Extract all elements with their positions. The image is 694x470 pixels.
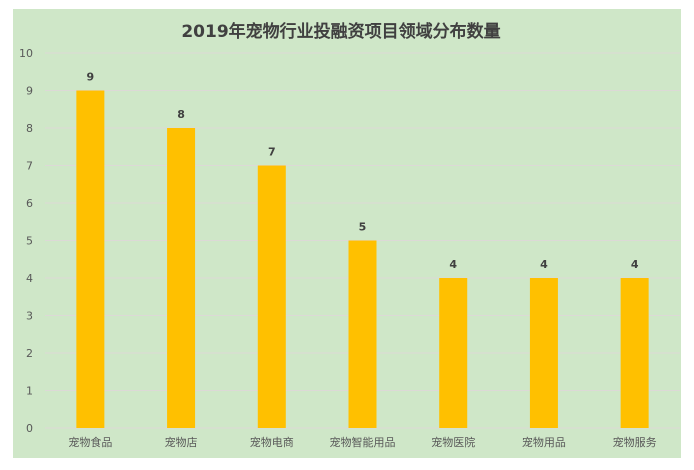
x-category-label: 宠物服务 bbox=[613, 435, 657, 449]
data-label: 4 bbox=[540, 258, 548, 271]
data-label: 7 bbox=[268, 146, 276, 159]
data-label: 5 bbox=[359, 221, 367, 234]
y-tick-label: 10 bbox=[19, 47, 33, 60]
data-label: 8 bbox=[177, 108, 185, 121]
data-labels: 9 8 7 5 4 4 4 bbox=[87, 71, 639, 272]
bars bbox=[76, 90, 649, 428]
y-tick-label: 2 bbox=[26, 347, 33, 360]
data-label: 4 bbox=[449, 258, 457, 271]
y-tick-label: 6 bbox=[26, 197, 33, 210]
y-tick-label: 4 bbox=[26, 272, 33, 285]
x-category-label: 宠物医院 bbox=[431, 435, 475, 449]
bar bbox=[529, 278, 558, 428]
bar bbox=[167, 128, 196, 428]
chart-background bbox=[13, 9, 681, 458]
x-category-label: 宠物电商 bbox=[250, 435, 294, 449]
bar bbox=[348, 240, 377, 428]
x-axis-categories: 宠物食品 宠物店 宠物电商 宠物智能用品 宠物医院 宠物用品 宠物服务 bbox=[68, 435, 656, 449]
bar bbox=[620, 278, 649, 428]
y-axis-ticks: 0 1 2 3 4 5 6 7 8 9 10 bbox=[19, 47, 33, 435]
y-tick-label: 0 bbox=[26, 422, 33, 435]
y-tick-label: 3 bbox=[26, 310, 33, 323]
bar bbox=[439, 278, 468, 428]
x-category-label: 宠物智能用品 bbox=[330, 435, 396, 449]
x-category-label: 宠物用品 bbox=[522, 435, 566, 449]
x-category-label: 宠物食品 bbox=[68, 435, 112, 449]
data-label: 4 bbox=[631, 258, 639, 271]
data-label: 9 bbox=[87, 71, 95, 84]
y-tick-label: 8 bbox=[26, 122, 33, 135]
y-tick-label: 5 bbox=[26, 235, 33, 248]
x-category-label: 宠物店 bbox=[165, 435, 198, 449]
y-tick-label: 1 bbox=[26, 385, 33, 398]
y-tick-label: 7 bbox=[26, 160, 33, 173]
y-tick-label: 9 bbox=[26, 85, 33, 98]
bar bbox=[76, 90, 105, 428]
bar bbox=[257, 165, 286, 428]
chart-title: 2019年宠物行业投融资项目领域分布数量 bbox=[181, 21, 500, 42]
